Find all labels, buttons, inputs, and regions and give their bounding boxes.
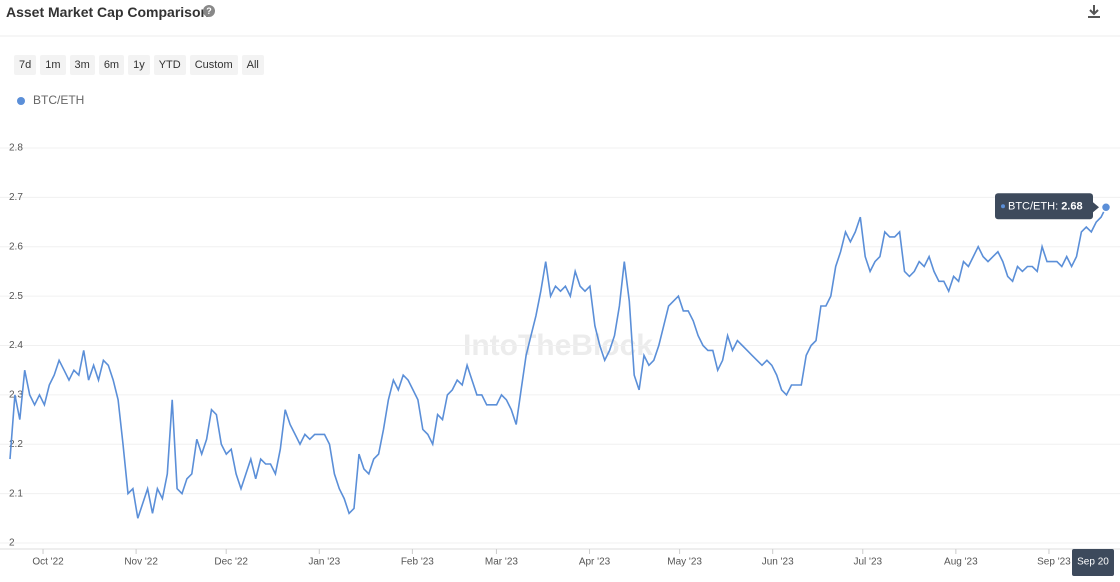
y-tick-label: 2.1 bbox=[9, 488, 23, 499]
line bbox=[9, 206, 1107, 519]
x-tick-label: Dec '22 bbox=[214, 557, 248, 568]
range-buttons: 7d 1m 3m 6m 1y YTD Custom All bbox=[14, 55, 264, 75]
x-tick-label: Mar '23 bbox=[485, 557, 518, 568]
legend-label[interactable]: BTC/ETH bbox=[33, 93, 84, 107]
x-tick-label: Jun '23 bbox=[762, 557, 794, 568]
x-highlight-box bbox=[1072, 549, 1114, 576]
range-button[interactable]: 6m bbox=[98, 55, 125, 75]
range-button[interactable]: 1y bbox=[128, 55, 150, 75]
title: Asset Market Cap Comparison bbox=[6, 4, 210, 20]
x-tick-label: May '23 bbox=[667, 557, 702, 568]
x-tick-label: Oct '22 bbox=[32, 557, 64, 568]
range-button[interactable]: Custom bbox=[189, 55, 238, 75]
x-tick-label: Feb '23 bbox=[401, 557, 434, 568]
tooltip-arrow bbox=[1093, 202, 1099, 213]
range-button[interactable]: 3m bbox=[69, 55, 95, 75]
y-tick-label: 2.6 bbox=[9, 241, 23, 252]
help-icon[interactable]: ? bbox=[203, 5, 215, 17]
download-icon[interactable] bbox=[1086, 4, 1102, 20]
legend-marker bbox=[17, 97, 25, 105]
tooltip-value: 2.68 bbox=[1061, 200, 1082, 212]
range-button[interactable]: 7d bbox=[14, 55, 37, 75]
y-tick-label: 2.4 bbox=[9, 340, 23, 351]
range-button[interactable]: 1m bbox=[40, 55, 66, 75]
y-tick-label: 2.5 bbox=[9, 291, 23, 302]
highlight-point bbox=[1100, 202, 1112, 213]
range-button[interactable]: YTD bbox=[153, 55, 186, 75]
y-tick-label: 2.2 bbox=[9, 439, 23, 450]
y-tick-label: 2.8 bbox=[9, 143, 23, 154]
x-tick-label: Aug '23 bbox=[944, 557, 978, 568]
y-tick-label: 2.7 bbox=[9, 192, 23, 203]
range-button[interactable]: All bbox=[241, 55, 264, 75]
x-tick-label: Sep '23 bbox=[1037, 557, 1071, 568]
tooltip bbox=[995, 193, 1093, 220]
x-tick-label: Nov '22 bbox=[124, 557, 158, 568]
x-tick-label: Jul '23 bbox=[853, 557, 882, 568]
tooltip-separator: : bbox=[1055, 200, 1061, 212]
y-tick-label: 2 bbox=[9, 538, 15, 549]
tooltip-text: BTC/ETH: 2.68 bbox=[1008, 200, 1083, 212]
x-tick-label: Jan '23 bbox=[308, 557, 340, 568]
tooltip-marker bbox=[1001, 204, 1005, 209]
x-tick-label: Apr '23 bbox=[579, 557, 611, 568]
tooltip-series: BTC/ETH bbox=[1008, 200, 1055, 212]
x-highlight-label: Sep 20 bbox=[1077, 557, 1109, 568]
y-tick-label: 2.3 bbox=[9, 390, 23, 401]
